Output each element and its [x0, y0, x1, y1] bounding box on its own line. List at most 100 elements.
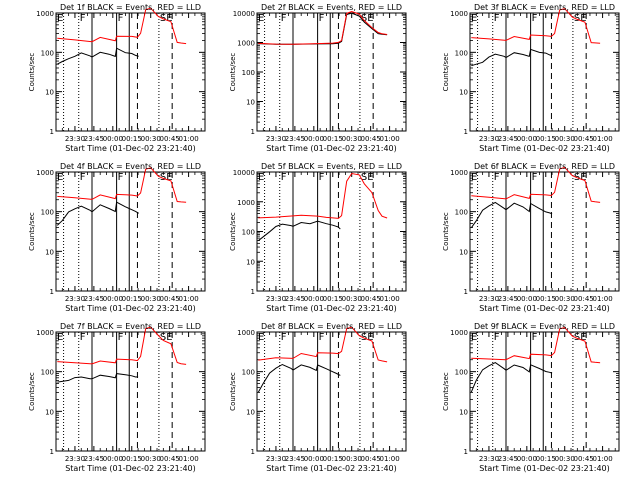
x-tick-label: 00:00: [304, 135, 324, 143]
segment-flag-label: F: [532, 332, 538, 343]
x-tick-label: 01:00: [178, 295, 198, 303]
x-tick-label: 23:45: [285, 135, 305, 143]
segment-flag-label: SE: [160, 13, 173, 24]
segment-flag-label: F: [80, 13, 86, 24]
segment-flag-label: F: [532, 172, 538, 183]
x-tick-label: 23:45: [285, 295, 305, 303]
y-axis-label: Counts/sec: [229, 212, 237, 251]
plot-frame-6: [469, 171, 620, 292]
x-tick-label: 23:30: [479, 295, 499, 303]
y-tick-label: 100: [41, 49, 54, 57]
segment-flag-label: F: [319, 172, 325, 183]
y-tick-label: 100: [455, 209, 468, 217]
y-tick-label: 1: [251, 448, 255, 456]
y-tick-label: 10: [45, 248, 54, 256]
x-tick-label: 00:00: [304, 455, 324, 463]
y-tick-label: 10: [459, 408, 468, 416]
segment-flag-label: F: [281, 172, 287, 183]
y-tick-label: 10000: [233, 10, 255, 18]
lld-series-line: [258, 326, 388, 363]
x-tick-label: 23:30: [479, 135, 499, 143]
y-tick-label: 1000: [450, 169, 468, 177]
y-tick-label: 100: [455, 369, 468, 377]
segment-flag-label: F: [532, 13, 538, 24]
x-tick-label: 01:00: [178, 135, 198, 143]
plot-title: Det 5f BLACK = Events, RED = LLD: [261, 162, 402, 171]
x-tick-label: 00:45: [361, 295, 381, 303]
x-tick-label: 00:45: [361, 135, 381, 143]
segment-flag-label: F: [494, 172, 500, 183]
segment-flag-label: SE: [574, 13, 587, 24]
segment-flag-label: E: [471, 13, 477, 24]
segment-flag-label: E: [57, 13, 63, 24]
x-tick-label: 23:45: [498, 135, 518, 143]
x-tick-label: 00:45: [574, 455, 594, 463]
events-series-line: [56, 201, 139, 226]
events-series-line: [470, 362, 553, 393]
x-tick-label: 01:00: [379, 295, 399, 303]
y-tick-label: 1: [464, 288, 468, 296]
y-tick-label: 10: [459, 248, 468, 256]
y-tick-label: 10: [246, 408, 255, 416]
events-series-line: [257, 363, 341, 393]
segment-flag-label: F: [281, 13, 287, 24]
y-axis-label: Counts/sec: [229, 53, 237, 92]
lld-series-line: [57, 326, 187, 365]
segment-flag-label: E: [57, 172, 63, 183]
x-tick-label: 23:45: [498, 455, 518, 463]
x-tick-label: 00:45: [160, 455, 180, 463]
lld-series-line: [471, 8, 601, 44]
plot-title: Det 6f BLACK = Events, RED = LLD: [474, 162, 615, 171]
x-tick-label: 00:30: [555, 455, 575, 463]
plot-title: Det 4f BLACK = Events, RED = LLD: [60, 162, 201, 171]
plot-title: Det 9f BLACK = Events, RED = LLD: [474, 322, 615, 331]
x-tick-label: 01:00: [178, 455, 198, 463]
segment-flag-label: E: [57, 332, 63, 343]
x-tick-label: 01:00: [379, 455, 399, 463]
y-tick-label: 10: [45, 408, 54, 416]
x-tick-label: 23:30: [65, 455, 85, 463]
x-tick-label: 00:00: [517, 295, 537, 303]
x-tick-label: 00:15: [536, 455, 556, 463]
x-tick-label: 00:00: [517, 135, 537, 143]
x-tick-label: 00:00: [103, 295, 123, 303]
y-tick-label: 1: [251, 128, 255, 136]
y-tick-label: 100: [41, 209, 54, 217]
x-tick-label: 00:15: [536, 295, 556, 303]
plot-title: Det 7f BLACK = Events, RED = LLD: [60, 322, 201, 331]
y-axis-label: Counts/sec: [442, 53, 450, 92]
x-tick-label: 01:00: [592, 135, 612, 143]
plot-frame-5: [256, 171, 407, 292]
x-tick-label: 23:30: [266, 455, 286, 463]
x-tick-label: 00:30: [555, 295, 575, 303]
segment-flag-label: E: [258, 172, 264, 183]
y-tick-label: 1: [251, 288, 255, 296]
x-tick-label: 23:30: [65, 295, 85, 303]
x-tick-label: 00:15: [323, 295, 343, 303]
y-tick-label: 1: [464, 128, 468, 136]
segment-flag-label: F: [319, 332, 325, 343]
plot-title: Det 1f BLACK = Events, RED = LLD: [60, 3, 201, 12]
segment-flag-label: F: [281, 332, 287, 343]
x-tick-label: 23:30: [266, 135, 286, 143]
x-tick-label: 01:00: [592, 295, 612, 303]
lld-series-line: [57, 167, 187, 203]
lld-series-line: [471, 327, 601, 364]
x-axis-label: Start Time (01-Dec-02 23:21:40): [266, 144, 397, 153]
y-tick-label: 10: [45, 89, 54, 97]
x-tick-label: 23:45: [498, 295, 518, 303]
plot-frame-1: [55, 12, 206, 132]
segment-flag-label: E: [471, 332, 477, 343]
lld-series-line: [258, 10, 388, 45]
x-axis-label: Start Time (01-Dec-02 23:21:40): [65, 144, 196, 153]
plot-frame-4: [55, 171, 206, 292]
y-tick-label: 100: [242, 229, 255, 237]
y-tick-label: 1: [50, 288, 54, 296]
segment-flag-label: F: [118, 13, 124, 24]
x-tick-label: 23:30: [266, 295, 286, 303]
x-axis-label: Start Time (01-Dec-02 23:21:40): [266, 304, 397, 313]
x-tick-label: 00:15: [122, 295, 142, 303]
y-tick-label: 10: [459, 89, 468, 97]
x-tick-label: 23:30: [479, 455, 499, 463]
